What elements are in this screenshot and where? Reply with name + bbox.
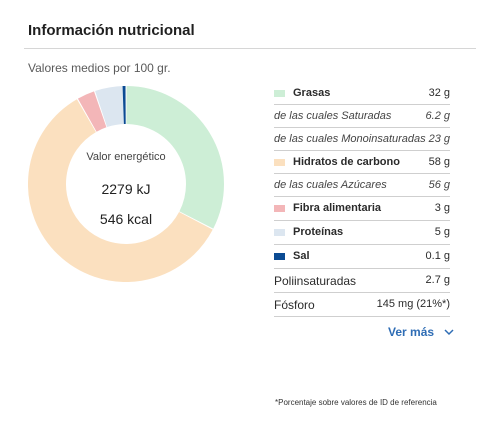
row-value: 56 g: [428, 179, 450, 191]
legend-swatch-sal: [274, 253, 285, 260]
section-title: Información nutricional: [28, 22, 195, 39]
donut-segment-hidratos: [28, 99, 213, 282]
title-divider: [24, 48, 476, 49]
donut-segment-fibra: [77, 91, 107, 132]
row-value: 32 g: [428, 87, 450, 99]
footnote: *Porcentaje sobre valores de ID de refer…: [275, 398, 437, 407]
row-proteinas: Proteínas 5 g: [274, 221, 450, 245]
row-sal: Sal 0.1 g: [274, 245, 450, 269]
row-azucares: de las cuales Azúcares 56 g: [274, 174, 450, 197]
row-name: de las cuales Azúcares: [274, 179, 387, 191]
row-name: Fósforo: [274, 298, 315, 312]
energy-summary: Valor energético 2279 kJ 546 kcal: [28, 86, 224, 282]
subtitle: Valores medios por 100 gr.: [28, 61, 171, 75]
legend-swatch-fibra: [274, 205, 285, 212]
row-name: Sal: [293, 250, 310, 262]
row-saturadas: de las cuales Saturadas 6.2 g: [274, 105, 450, 128]
row-hidratos: Hidratos de carbono 58 g: [274, 151, 450, 174]
ver-mas-button[interactable]: Ver más: [388, 325, 454, 339]
chevron-down-icon: [444, 328, 454, 335]
row-poliinsaturadas: Poliinsaturadas 2.7 g: [274, 269, 450, 293]
row-value: 3 g: [434, 202, 450, 214]
row-monoinsaturadas: de las cuales Monoinsaturadas 23 g: [274, 128, 450, 151]
row-name: Proteínas: [293, 226, 344, 238]
row-name: Poliinsaturadas: [274, 274, 357, 288]
row-value: 58 g: [428, 156, 450, 168]
legend-swatch-grasas: [274, 90, 285, 97]
energy-kcal: 546 kcal: [99, 211, 153, 227]
row-name: Hidratos de carbono: [293, 156, 400, 168]
row-value: 0.1 g: [425, 250, 450, 262]
row-grasas: Grasas 32 g: [274, 82, 450, 105]
row-value: 5 g: [434, 226, 450, 238]
row-value: 145 mg (21%*): [376, 298, 450, 310]
row-name: Fibra alimentaria: [293, 202, 382, 214]
nutrition-donut-chart: [28, 86, 224, 282]
row-value: 23 g: [428, 133, 450, 145]
nutrition-table: Grasas 32 g de las cuales Saturadas 6.2 …: [274, 82, 450, 317]
legend-swatch-hidratos: [274, 159, 285, 166]
row-name: Grasas: [293, 87, 331, 99]
donut-segment-grasas: [125, 86, 224, 229]
row-fibra: Fibra alimentaria 3 g: [274, 197, 450, 221]
row-name: de las cuales Saturadas: [274, 110, 392, 122]
energy-label: Valor energético: [86, 151, 166, 163]
ver-mas-label: Ver más: [388, 325, 435, 339]
row-value: 6.2 g: [425, 110, 450, 122]
row-fosforo: Fósforo 145 mg (21%*): [274, 293, 450, 317]
row-value: 2.7 g: [425, 274, 450, 286]
energy-kj: 2279 kJ: [101, 181, 151, 197]
row-name: de las cuales Monoinsaturadas: [274, 133, 426, 145]
legend-swatch-proteinas: [274, 229, 285, 236]
